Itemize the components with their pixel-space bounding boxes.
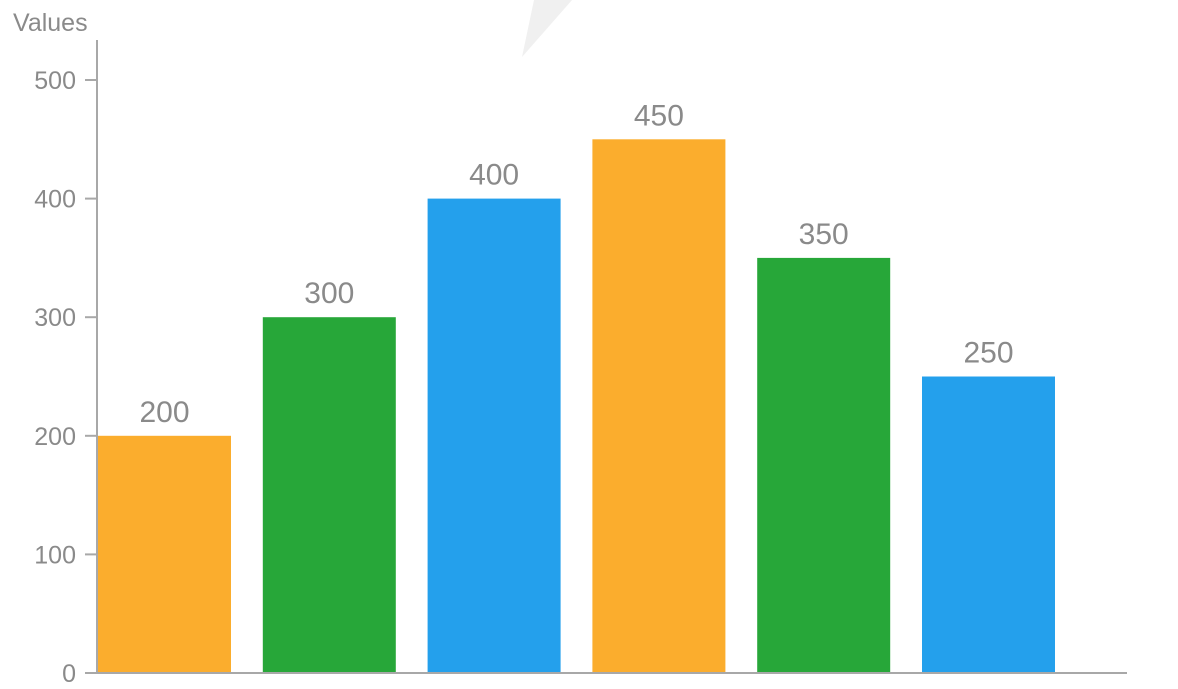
- bar: [922, 376, 1055, 673]
- bar: [98, 435, 231, 673]
- y-tick-label: 400: [34, 186, 76, 214]
- y-axis-ticks: 0 100 200 300 400 500: [34, 67, 97, 688]
- bars: [98, 139, 1055, 674]
- y-tick-label: 300: [34, 304, 76, 332]
- y-axis-label: Values: [13, 9, 88, 37]
- bar: [262, 317, 396, 673]
- bar: [757, 257, 891, 673]
- y-tick-label: 500: [34, 67, 76, 95]
- data-label: 350: [799, 218, 849, 251]
- bar: [592, 139, 726, 674]
- data-label: 400: [469, 159, 519, 192]
- y-tick-label: 200: [34, 423, 76, 451]
- data-label: 300: [304, 277, 354, 310]
- data-label: 250: [963, 337, 1013, 370]
- bar: [427, 198, 561, 673]
- background-shape: [522, 0, 572, 57]
- y-tick-label: 100: [34, 541, 76, 569]
- data-labels: 200 300 400 450 350 250: [139, 99, 1013, 429]
- data-label: 450: [634, 99, 684, 132]
- data-label: 200: [139, 396, 189, 429]
- y-tick-label: 0: [62, 660, 76, 688]
